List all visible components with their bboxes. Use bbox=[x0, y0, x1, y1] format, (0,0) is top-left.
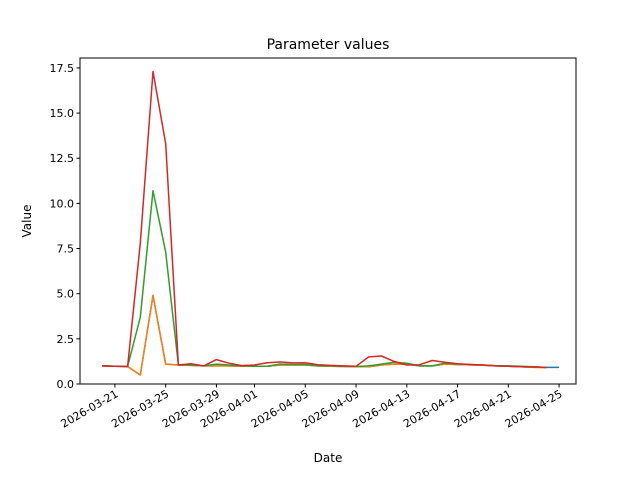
y-tick-label: 2.5 bbox=[57, 333, 75, 346]
series-line-2 bbox=[102, 189, 547, 369]
x-tick-label: 2026-04-25 bbox=[503, 387, 565, 430]
series-line-0 bbox=[102, 294, 560, 376]
y-axis: 0.0 2.5 5.0 7.5 10.0 12.5 15.0 17.5 bbox=[50, 62, 80, 391]
series-layer bbox=[102, 70, 560, 376]
y-tick-label: 0.0 bbox=[57, 378, 75, 391]
y-tick-label: 17.5 bbox=[50, 62, 75, 75]
y-tick-label: 12.5 bbox=[50, 152, 75, 165]
x-axis-label: Date bbox=[314, 451, 343, 465]
y-tick-label: 10.0 bbox=[50, 197, 75, 210]
series-line-3 bbox=[102, 70, 547, 369]
y-tick-label: 5.0 bbox=[57, 288, 75, 301]
chart-title: Parameter values bbox=[267, 37, 390, 53]
x-axis: 2026-03-212026-03-252026-03-292026-04-01… bbox=[59, 384, 565, 431]
plot-frame bbox=[79, 57, 577, 385]
y-tick-label: 15.0 bbox=[50, 107, 75, 120]
series-line-1 bbox=[102, 294, 547, 376]
y-axis-label: Value bbox=[20, 205, 34, 238]
y-tick-label: 7.5 bbox=[57, 243, 75, 256]
